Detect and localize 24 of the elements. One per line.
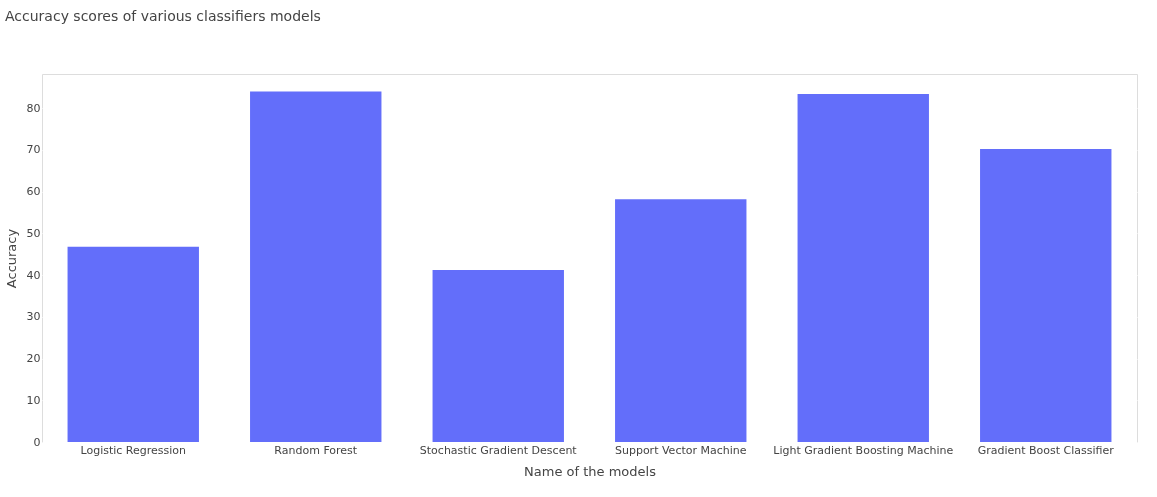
bar <box>980 149 1112 442</box>
x-axis-title: Name of the models <box>524 463 657 479</box>
bar <box>797 94 929 442</box>
y-tick-label: 30 <box>26 310 41 324</box>
y-tick-label: 70 <box>26 143 41 157</box>
x-tick-label: Support Vector Machine <box>614 443 747 457</box>
x-tick-label: Logistic Regression <box>80 443 187 457</box>
x-tick-label: Random Forest <box>274 443 358 457</box>
x-tick-label: Gradient Boost Classifier <box>977 443 1115 457</box>
y-tick-label: 40 <box>26 268 41 282</box>
y-tick-label: 50 <box>26 226 41 240</box>
y-tick-label: 20 <box>26 352 41 366</box>
bar <box>432 270 564 442</box>
y-tick-label: 60 <box>26 185 41 199</box>
chart-title: Accuracy scores of various classifiers models <box>5 8 321 24</box>
x-tick-label: Light Gradient Boosting Machine <box>773 443 954 457</box>
bar <box>67 246 199 442</box>
y-tick-label: 10 <box>26 393 41 407</box>
y-tick-label: 0 <box>33 435 41 449</box>
x-tick-label: Stochastic Gradient Descent <box>419 443 578 457</box>
bar <box>615 199 747 442</box>
y-tick-label: 80 <box>26 101 41 115</box>
y-axis-title: Accuracy <box>3 228 19 289</box>
bar <box>250 91 382 442</box>
